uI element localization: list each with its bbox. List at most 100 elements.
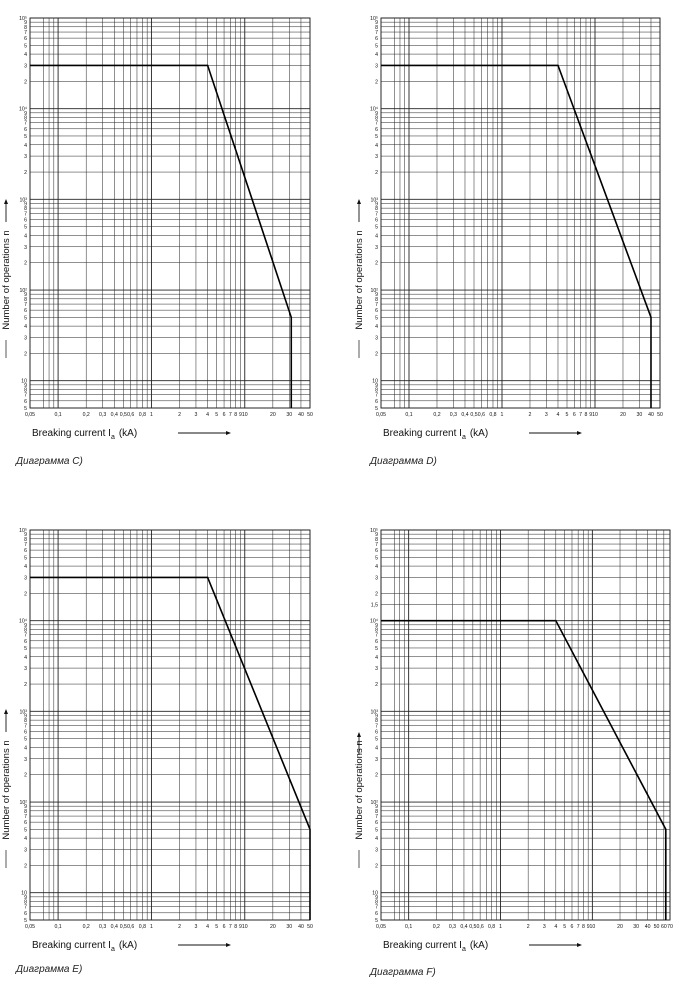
y-tick-label: 7 (24, 723, 27, 729)
chart-caption: Диаграмма E) (15, 964, 82, 975)
y-tick-label: 6 (375, 639, 378, 645)
y-tick-label: 9 (375, 804, 378, 810)
chart-caption: Диаграмма F) (369, 967, 436, 978)
y-tick-label: 6 (375, 36, 378, 42)
x-tick-label: 1 (150, 924, 153, 930)
y-tick-label: 7 (24, 302, 27, 308)
x-tick-label: 8 (585, 412, 588, 418)
y-tick-label: 5 (24, 555, 27, 561)
x-tick-label: 6 (223, 412, 226, 418)
y-tick-label: 7 (375, 211, 378, 217)
y-tick-label: 6 (375, 308, 378, 314)
y-tick-label: 3 (24, 154, 27, 160)
y-tick-label: 10 (372, 891, 378, 897)
x-tick-label: 0,3 (449, 924, 456, 930)
y-tick-label: 7 (24, 121, 27, 127)
y-tick-label: 5 (375, 134, 378, 140)
y-tick-label: 9 (375, 714, 378, 720)
x-tick-label: 10 (589, 924, 595, 930)
y-tick-label: 3 (24, 847, 27, 853)
y-tick-label: 3 (24, 245, 27, 251)
x-tick-label: 4 (206, 924, 209, 930)
y-tick-label: 9 (24, 111, 27, 117)
x-tick-label: 4 (206, 412, 209, 418)
x-tick-label: 0,6 (478, 412, 485, 418)
series-line (381, 619, 667, 920)
x-tick-label: 0,1 (405, 924, 412, 930)
y-axis-arrowhead (4, 199, 8, 204)
y-tick-label: 3 (375, 335, 378, 341)
y-tick-label: 4 (24, 836, 27, 842)
y-tick-label: 7 (375, 723, 378, 729)
y-tick-label: 9 (375, 383, 378, 389)
y-tick-label: 9 (24, 383, 27, 389)
x-tick-label: 50 (307, 412, 313, 418)
y-tick-label: 10³ (20, 197, 28, 203)
y-tick-label: 4 (375, 52, 378, 58)
x-tick-label: 20 (617, 924, 623, 930)
x-tick-label: 2 (529, 412, 532, 418)
chart-3: 10⁵9876543210⁴9876543210³9876543210²9876… (1, 528, 313, 975)
y-tick-label: 9 (24, 292, 27, 298)
y-tick-label: 5 (24, 406, 27, 412)
x-tick-label: 0,05 (376, 412, 386, 418)
x-tick-label: 2 (178, 924, 181, 930)
y-tick-label: 6 (375, 820, 378, 826)
y-tick-label: 10 (21, 379, 27, 385)
y-tick-label: 3 (24, 575, 27, 581)
y-tick-label: 5 (375, 555, 378, 561)
y-tick-label: 3 (24, 335, 27, 341)
x-tick-label: 8 (234, 412, 237, 418)
x-tick-label: 20 (270, 412, 276, 418)
x-tick-label: 9 (239, 924, 242, 930)
x-tick-label: 4 (554, 924, 557, 930)
y-tick-label: 3 (375, 63, 378, 69)
y-tick-label: 7 (375, 905, 378, 911)
x-tick-label: 50 (307, 924, 313, 930)
y-tick-label: 7 (375, 302, 378, 308)
y-tick-label: 10⁴ (370, 107, 378, 113)
y-tick-label: 6 (375, 911, 378, 917)
x-tick-label: 1 (499, 924, 502, 930)
y-tick-label: 6 (24, 217, 27, 223)
x-tick-label: 0,6 (477, 924, 484, 930)
y-tick-label: 10² (20, 800, 28, 806)
x-axis-label: Breaking current Ia (kA) (383, 940, 488, 953)
x-tick-label: 0,05 (25, 412, 35, 418)
x-tick-label: 5 (566, 412, 569, 418)
y-tick-label: 2 (24, 261, 27, 267)
y-tick-label: 6 (375, 729, 378, 735)
y-tick-label: 4 (24, 143, 27, 149)
y-tick-label: 5 (24, 134, 27, 140)
y-tick-label: 2 (24, 682, 27, 688)
x-tick-label: 0,3 (99, 412, 106, 418)
x-tick-label: 0,5 (120, 412, 127, 418)
y-tick-label: 7 (24, 633, 27, 639)
x-axis-arrowhead (226, 943, 231, 947)
y-tick-label: 9 (375, 895, 378, 901)
x-tick-label: 0,4 (461, 412, 468, 418)
y-tick-label: 10 (21, 891, 27, 897)
y-tick-label: 7 (24, 211, 27, 217)
x-tick-label: 0,2 (83, 924, 90, 930)
series-line (30, 576, 311, 920)
x-axis-label: Breaking current Ia (kA) (32, 940, 137, 953)
y-tick-label: 4 (24, 745, 27, 751)
y-tick-label: 8 (375, 809, 378, 815)
y-tick-label: 10³ (371, 197, 379, 203)
y-tick-label: 4 (24, 655, 27, 661)
chart-caption: Диаграмма C) (15, 456, 83, 467)
x-tick-label: 7 (577, 924, 580, 930)
y-tick-label: 10² (20, 288, 28, 294)
y-tick-label: 8 (24, 809, 27, 815)
y-tick-label: 6 (24, 399, 27, 405)
y-tick-label: 9 (375, 532, 378, 538)
y-tick-label: 10³ (20, 709, 28, 715)
y-tick-label: 4 (375, 324, 378, 330)
x-tick-label: 4 (557, 412, 560, 418)
x-tick-label: 0,8 (489, 412, 496, 418)
y-tick-label: 3 (375, 154, 378, 160)
y-tick-label: 8 (24, 627, 27, 633)
y-tick-label: 3 (24, 666, 27, 672)
y-tick-label: 5 (375, 225, 378, 231)
